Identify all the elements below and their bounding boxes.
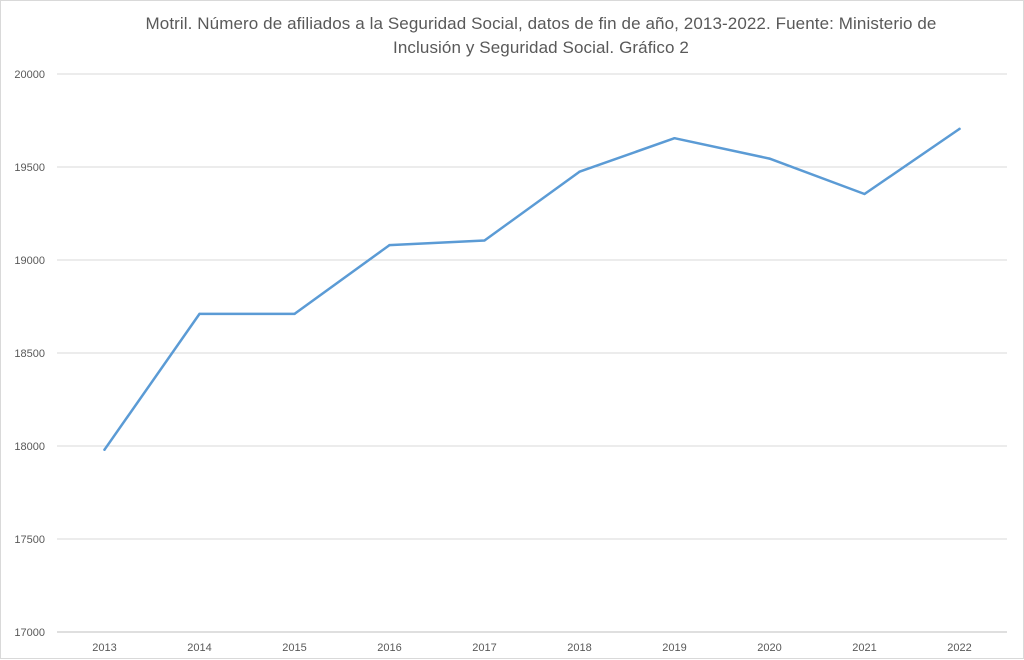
x-tick-label: 2014 <box>187 642 211 654</box>
x-tick-label: 2013 <box>92 642 116 654</box>
x-tick-label: 2015 <box>282 642 306 654</box>
data-point <box>673 136 676 140</box>
y-tick-label: 17500 <box>14 534 45 546</box>
data-point <box>768 157 771 160</box>
data-point <box>958 127 961 131</box>
series-line <box>103 127 961 451</box>
x-tick-label: 2017 <box>472 642 496 654</box>
x-tick-label: 2016 <box>377 642 401 654</box>
data-point <box>483 239 486 242</box>
x-tick-label: 2021 <box>852 642 876 654</box>
y-tick-label: 18000 <box>14 441 45 453</box>
chart-title: Motril. Número de afiliados a la Segurid… <box>145 14 937 57</box>
y-tick-label: 18500 <box>14 348 45 360</box>
data-point <box>578 170 581 173</box>
data-point <box>198 312 201 316</box>
data-point <box>863 192 866 196</box>
y-tick-label: 19000 <box>14 255 45 267</box>
y-tick-label: 20000 <box>14 69 45 81</box>
x-tick-label: 2022 <box>947 642 971 654</box>
data-point <box>103 448 106 451</box>
x-tick-label: 2020 <box>757 642 781 654</box>
x-tick-label: 2019 <box>662 642 686 654</box>
y-tick-label: 19500 <box>14 162 45 174</box>
data-point <box>293 312 296 316</box>
data-point <box>388 243 391 247</box>
x-tick-label: 2018 <box>567 642 591 654</box>
y-tick-label: 17000 <box>14 627 45 639</box>
